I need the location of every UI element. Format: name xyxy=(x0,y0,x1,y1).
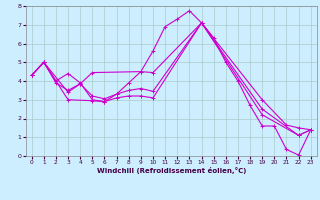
X-axis label: Windchill (Refroidissement éolien,°C): Windchill (Refroidissement éolien,°C) xyxy=(97,167,246,174)
